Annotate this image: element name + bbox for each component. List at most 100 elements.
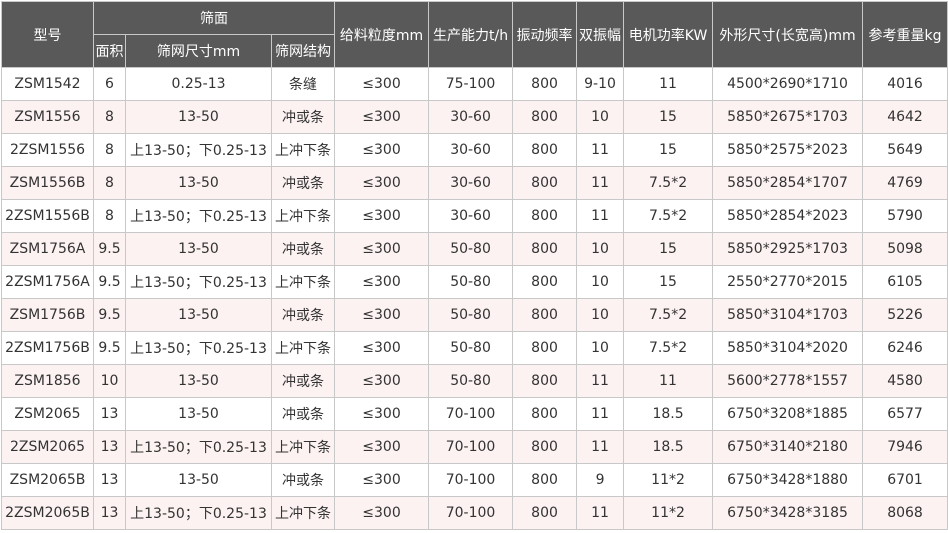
table-cell: 9-10 — [576, 67, 625, 101]
table-cell: 13-50 — [125, 463, 272, 497]
table-cell: 800 — [512, 232, 578, 266]
table-cell: 冲或条 — [270, 100, 336, 134]
table-cell: 2ZSM1756B — [1, 331, 94, 365]
header-cell: 筛网结构 — [270, 34, 336, 68]
table-row: ZSM1556B 8 13-50 冲或条 ≤300 30-60 800 11 7.5*2 5850… — [1, 166, 948, 200]
table-row: ZSM1856 10 13-50 冲或条 ≤300 50-80 800 11 11 5600*27… — [1, 364, 948, 398]
table-cell: ≤300 — [334, 298, 430, 332]
table-cell: 4642 — [862, 100, 948, 134]
header-cell: 型号 — [1, 1, 94, 68]
table-cell: 70-100 — [428, 463, 514, 497]
table-cell: 冲或条 — [270, 232, 336, 266]
table-cell: 冲或条 — [270, 166, 336, 200]
table-cell: ZSM2065B — [1, 463, 94, 497]
table-cell: 0.25-13 — [125, 67, 272, 101]
table-cell: 6750*3428*3185 — [712, 496, 864, 530]
table-cell: 2ZSM2065 — [1, 430, 94, 464]
table-cell: 10 — [93, 364, 126, 398]
table-cell: ZSM1556B — [1, 166, 94, 200]
header-cell: 生产能力t/h — [428, 1, 514, 68]
table-cell: 800 — [512, 166, 578, 200]
table-cell: 5850*2854*2023 — [712, 199, 864, 233]
table-cell: 冲或条 — [270, 364, 336, 398]
table-cell: 2ZSM1756A — [1, 265, 94, 299]
header-cell: 筛网尺寸mm — [125, 34, 272, 68]
table-cell: 6577 — [862, 397, 948, 431]
table-cell: 50-80 — [428, 364, 514, 398]
table-cell: 6750*3140*2180 — [712, 430, 864, 464]
table-cell: 800 — [512, 463, 578, 497]
table-cell: 30-60 — [428, 199, 514, 233]
table-cell: 上13-50；下0.25-13 — [125, 199, 272, 233]
table-cell: 13 — [93, 397, 126, 431]
table-cell: 13-50 — [125, 100, 272, 134]
table-cell: 10 — [576, 100, 625, 134]
table-cell: 13-50 — [125, 298, 272, 332]
table-cell: 上冲下条 — [270, 430, 336, 464]
table-cell: 11 — [623, 364, 714, 398]
table-row: 2ZSM1556 8 上13-50；下0.25-13 上冲下条 ≤300 30-60 800… — [1, 133, 948, 167]
table-cell: 11 — [576, 430, 625, 464]
table-cell: ≤300 — [334, 199, 430, 233]
table-cell: 10 — [576, 331, 625, 365]
table-cell: 5850*2575*2023 — [712, 133, 864, 167]
table-body: ZSM1542 6 0.25-13 条缝 ≤300 75-100 800 9-10 11 4500… — [1, 67, 948, 530]
table-cell: 9 — [576, 463, 625, 497]
table-cell: 13-50 — [125, 232, 272, 266]
table-row: 2ZSM1556B 8 上13-50；下0.25-13 上冲下条 ≤300 30-60 80… — [1, 199, 948, 233]
table-cell: 上13-50；下0.25-13 — [125, 133, 272, 167]
table-cell: ≤300 — [334, 331, 430, 365]
table-cell: 5850*2675*1703 — [712, 100, 864, 134]
table-cell: 11 — [623, 67, 714, 101]
table-cell: 13 — [93, 496, 126, 530]
table-cell: 8 — [93, 100, 126, 134]
table-cell: 800 — [512, 298, 578, 332]
table-cell: 5600*2778*1557 — [712, 364, 864, 398]
table-cell: 11 — [576, 496, 625, 530]
table-row: 2ZSM1756A 9.5 上13-50；下0.25-13 上冲下条 ≤300 50-80… — [1, 265, 948, 299]
table-cell: 8068 — [862, 496, 948, 530]
table-cell: 30-60 — [428, 100, 514, 134]
table-row: ZSM1556 8 13-50 冲或条 ≤300 30-60 800 10 15 5850*267… — [1, 100, 948, 134]
table-cell: ≤300 — [334, 166, 430, 200]
table-cell: 800 — [512, 496, 578, 530]
table-cell: 11*2 — [623, 463, 714, 497]
table-cell: 8 — [93, 199, 126, 233]
table-cell: 13-50 — [125, 364, 272, 398]
table-row: ZSM2065 13 13-50 冲或条 ≤300 70-100 800 11 18.5 6750… — [1, 397, 948, 431]
table-cell: 9.5 — [93, 232, 126, 266]
table-cell: 上13-50；下0.25-13 — [125, 331, 272, 365]
table-cell: 70-100 — [428, 496, 514, 530]
table-cell: 15 — [623, 265, 714, 299]
table-cell: 上冲下条 — [270, 199, 336, 233]
table-cell: 上冲下条 — [270, 265, 336, 299]
table-cell: 2ZSM1556B — [1, 199, 94, 233]
table-cell: 800 — [512, 67, 578, 101]
table-cell: 800 — [512, 397, 578, 431]
table-cell: 6750*3428*1880 — [712, 463, 864, 497]
table-cell: 4016 — [862, 67, 948, 101]
table-cell: 11 — [576, 364, 625, 398]
table-cell: 11 — [576, 133, 625, 167]
table-cell: 4580 — [862, 364, 948, 398]
table-cell: ZSM1856 — [1, 364, 94, 398]
table-cell: 13 — [93, 430, 126, 464]
table-cell: ZSM2065 — [1, 397, 94, 431]
table-cell: 5226 — [862, 298, 948, 332]
table-cell: ≤300 — [334, 265, 430, 299]
table-cell: 上13-50；下0.25-13 — [125, 265, 272, 299]
table-cell: 75-100 — [428, 67, 514, 101]
table-cell: 10 — [576, 298, 625, 332]
table-cell: 7.5*2 — [623, 298, 714, 332]
table-cell: 50-80 — [428, 265, 514, 299]
table-cell: ≤300 — [334, 430, 430, 464]
table-cell: 9.5 — [93, 331, 126, 365]
table-cell: 50-80 — [428, 298, 514, 332]
table-cell: 6105 — [862, 265, 948, 299]
table-cell: 8 — [93, 166, 126, 200]
header-cell: 双振幅 — [576, 1, 625, 68]
table-cell: ≤300 — [334, 364, 430, 398]
table-cell: 15 — [623, 232, 714, 266]
table-cell: ≤300 — [334, 232, 430, 266]
